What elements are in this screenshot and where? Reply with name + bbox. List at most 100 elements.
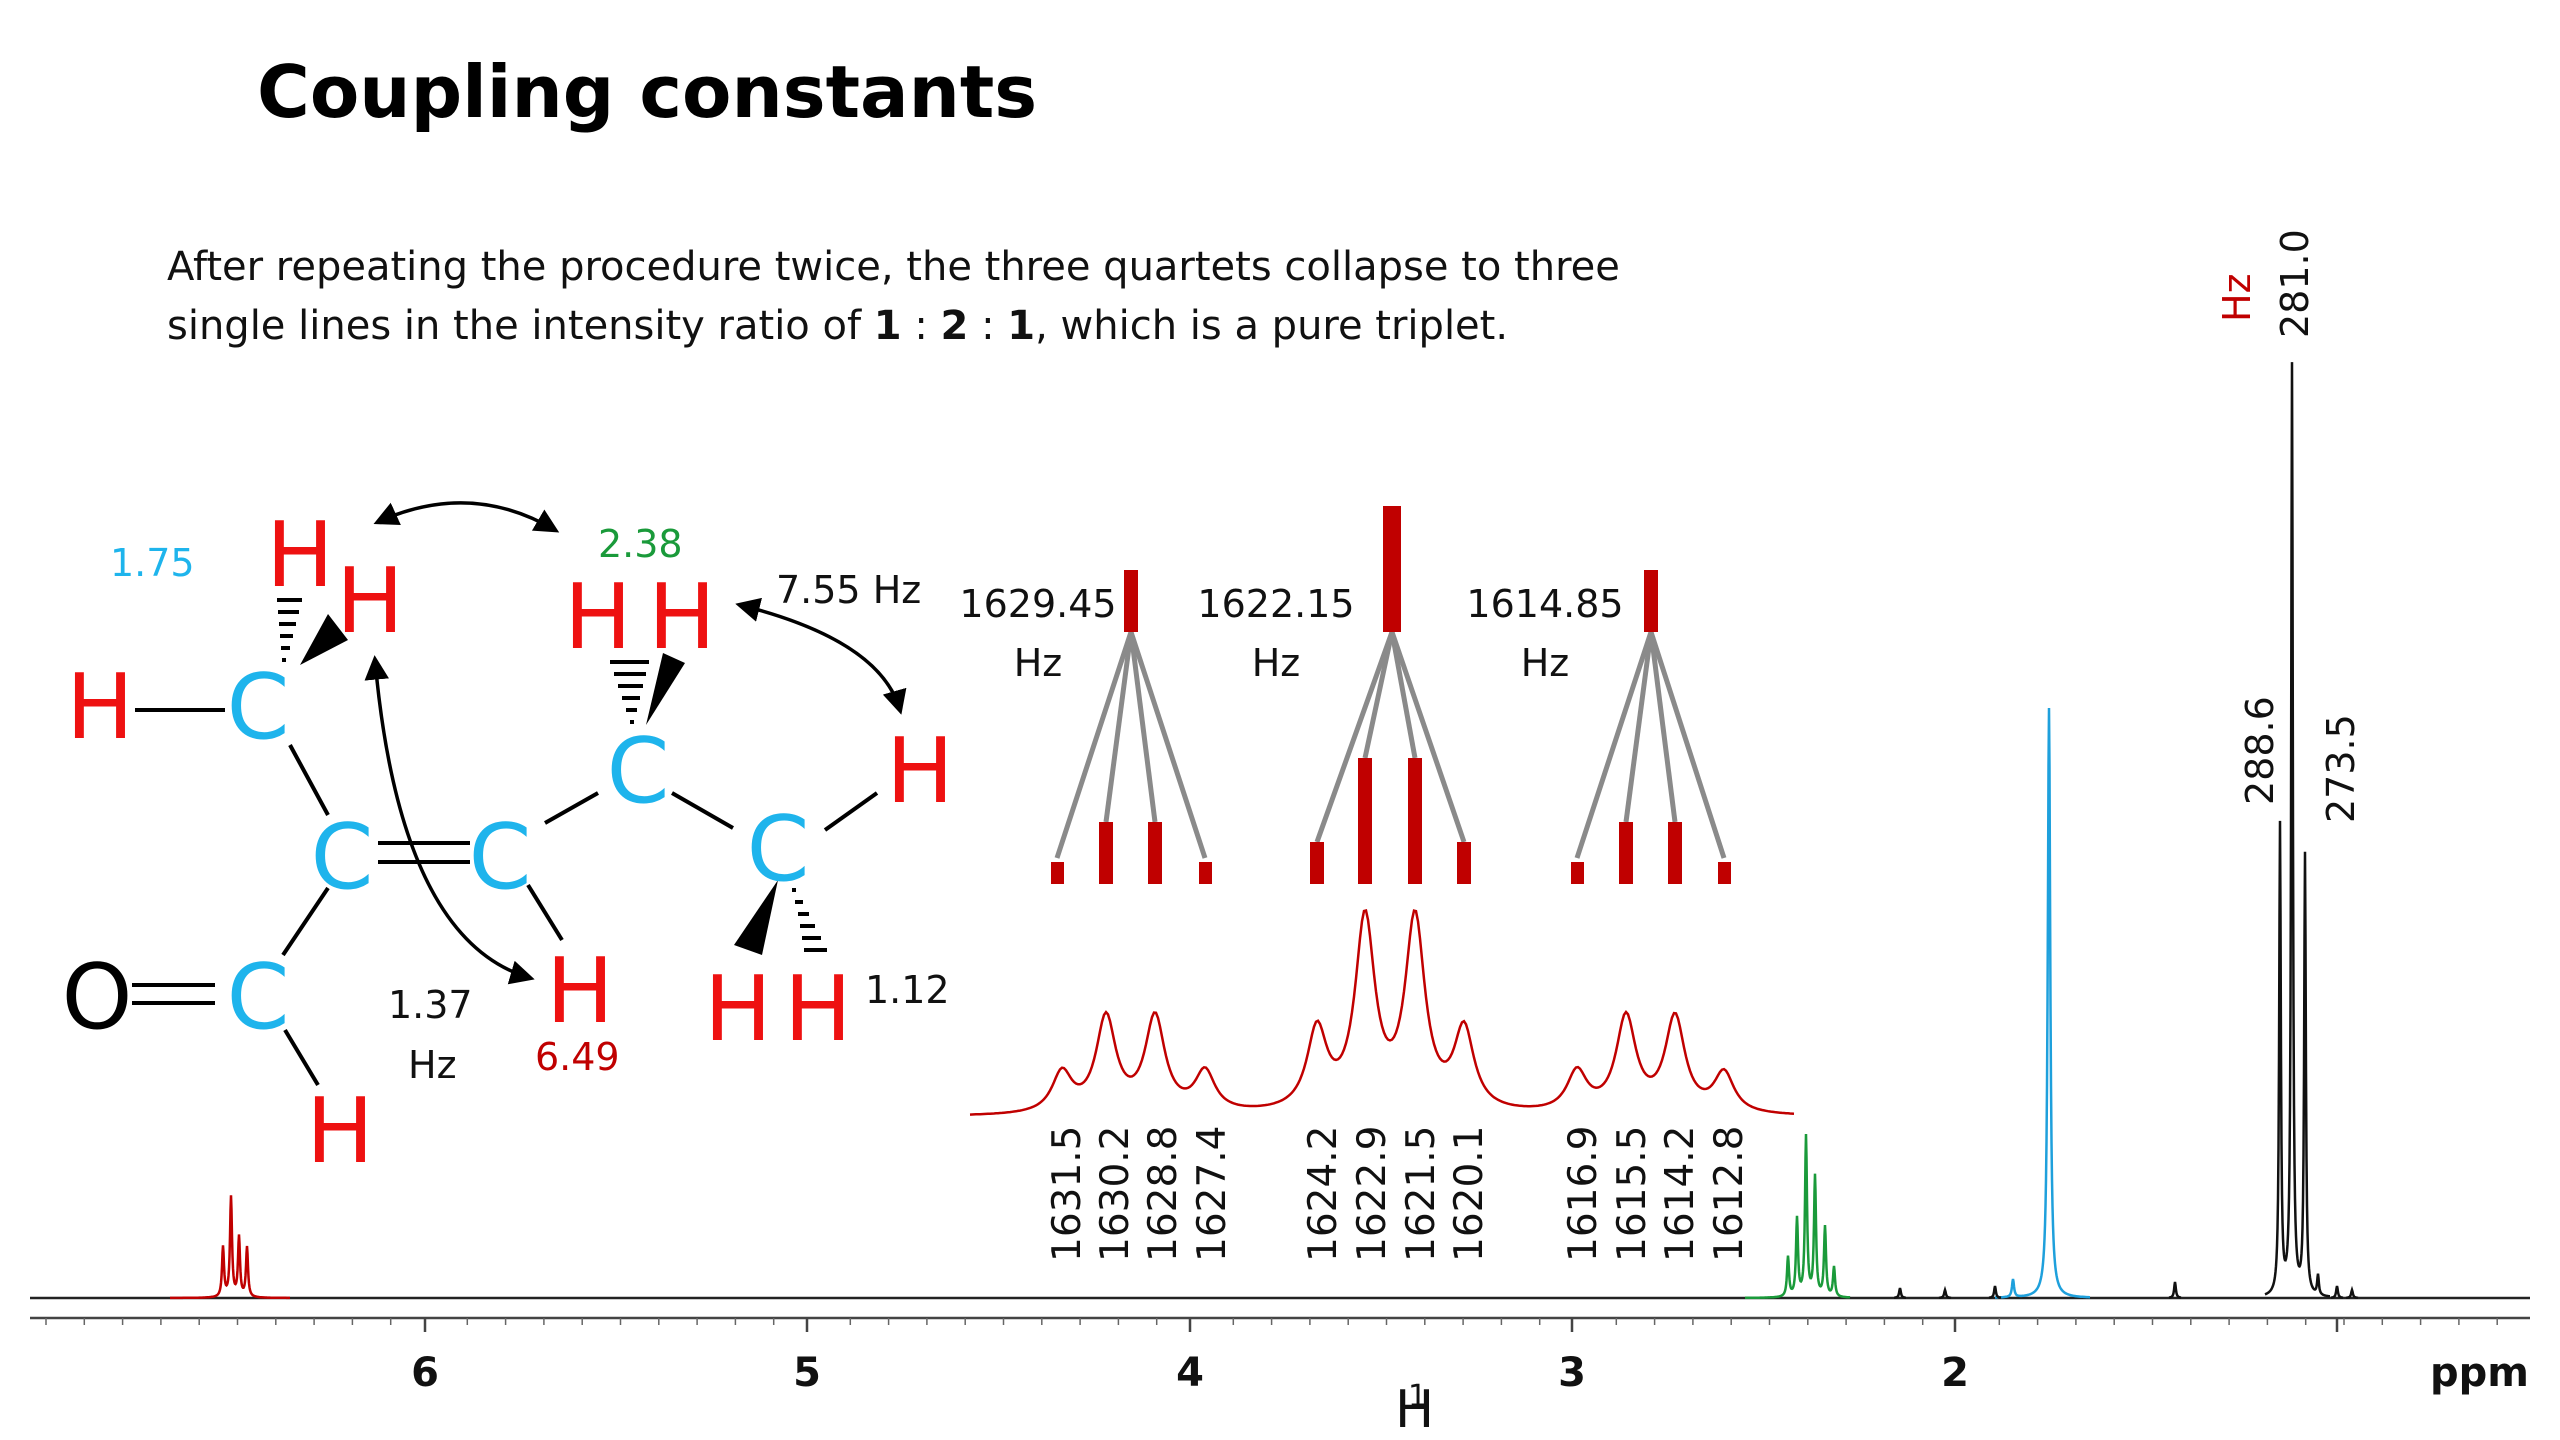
- expanded-multiplet: [969, 908, 1795, 1116]
- line-frequency-label: 1622.9: [1350, 1126, 1395, 1262]
- quartet-line: [1051, 862, 1064, 884]
- atom-carbon: C: [469, 805, 532, 910]
- caption-text: After repeating the procedure twice, the…: [167, 238, 1707, 356]
- coupling-arrow: [373, 501, 560, 533]
- caption-line-2-end: , which is a pure triplet.: [1035, 303, 1509, 349]
- peak-label: 288.6: [2238, 696, 2282, 805]
- atom-carbon: C: [607, 719, 670, 824]
- line-frequency-labels: 1631.5 1630.2 1628.8 1627.4 1624.2 1622.9 1621…: [1045, 1126, 1752, 1262]
- line-frequency-label: 1614.2: [1658, 1126, 1703, 1262]
- multiplet-trace: [969, 908, 1795, 1116]
- atom-carbon: C: [747, 797, 810, 902]
- coupling-label: 7.55 Hz: [776, 568, 921, 612]
- shift-label: 6.49: [535, 1035, 620, 1079]
- center-frequency-unit: Hz: [1014, 641, 1063, 685]
- center-frequency-unit: Hz: [1252, 641, 1301, 685]
- line-frequency-label: 1621.5: [1399, 1126, 1444, 1262]
- quartet-line: [1408, 758, 1422, 884]
- peak-label: 273.5: [2319, 714, 2363, 823]
- minor-peak: [2330, 1285, 2344, 1299]
- center-frequency-label: 1622.15: [1197, 582, 1354, 626]
- bond-c-h: [823, 791, 879, 832]
- shift-label: 1.12: [865, 968, 950, 1012]
- atom-hydrogen: H: [784, 957, 852, 1062]
- quartet-line: [1358, 758, 1372, 884]
- vinyl-multiplet: [170, 1195, 290, 1300]
- atom-hydrogen: H: [306, 1079, 374, 1184]
- minor-peak: [1988, 1285, 2002, 1299]
- ratio-sep-2: :: [968, 303, 1008, 349]
- wedge-bond: [300, 614, 348, 665]
- bond-c-c: [281, 886, 330, 957]
- peak-unit-label: Hz: [2215, 273, 2259, 322]
- minor-peak: [1938, 1285, 1952, 1300]
- axis-tick-label: 3: [1558, 1350, 1586, 1396]
- ratio-1: 1: [873, 303, 902, 349]
- coupling-arrows: [364, 501, 907, 985]
- atom-carbon: C: [311, 805, 374, 910]
- axis-tick-label: 6: [411, 1350, 439, 1396]
- atom-carbon: C: [227, 655, 290, 760]
- ch3-peak-labels: Hz 281.0 288.6 273.5: [2215, 229, 2363, 823]
- line-frequency-label: 1628.8: [1141, 1126, 1186, 1262]
- bond-c-h: [526, 883, 564, 942]
- methylene-quartet: [1745, 1133, 1851, 1300]
- peak-label: 281.0: [2273, 229, 2317, 338]
- center-frequency-unit: Hz: [1521, 641, 1570, 685]
- hashed-bond: [610, 660, 649, 724]
- quartet-line: [1199, 862, 1212, 884]
- line-frequency-label: 1615.5: [1610, 1126, 1655, 1262]
- coupling-arrow: [735, 597, 907, 715]
- spectrum: [30, 362, 2530, 1300]
- tree-bars: [1051, 506, 1731, 884]
- quartet-line: [1148, 822, 1162, 884]
- methyl-triplet: [2264, 362, 2330, 1298]
- wedge-bond: [734, 880, 778, 955]
- atom-hydrogen: H: [704, 957, 772, 1062]
- axis-tick-label: 5: [793, 1350, 821, 1396]
- molecule-labels: 1.75 2.38 7.55 Hz 1.37 Hz 6.49 1.12: [110, 522, 950, 1087]
- bond-c-c: [544, 791, 599, 825]
- atom-hydrogen: H: [66, 655, 134, 760]
- line-frequency-label: 1616.9: [1561, 1126, 1606, 1262]
- coupling-arrow: [364, 655, 535, 985]
- tree-center-labels: 1629.45 Hz 1622.15 Hz 1614.85 Hz: [959, 582, 1623, 685]
- atom-hydrogen: H: [266, 503, 334, 608]
- ratio-3: 1: [1007, 303, 1036, 349]
- ratio-2: 2: [940, 303, 969, 349]
- quartet-line: [1619, 822, 1633, 884]
- center-frequency-label: 1629.45: [959, 582, 1116, 626]
- line-frequency-label: 1620.1: [1447, 1126, 1492, 1262]
- atom-hydrogen: H: [648, 565, 716, 670]
- axis-tick-label: 4: [1176, 1350, 1204, 1396]
- ppm-axis: 6 5 4 3 2 1 H ppm: [30, 1316, 2530, 1440]
- quartet-line: [1310, 842, 1324, 884]
- tree-lines: [1054, 631, 1727, 859]
- quartet-line: [1668, 822, 1682, 884]
- line-frequency-label: 1630.2: [1093, 1126, 1138, 1262]
- atom-hydrogen: H: [336, 549, 404, 654]
- line-frequency-label: 1627.4: [1190, 1126, 1235, 1262]
- page-title: Coupling constants: [257, 50, 1038, 134]
- wedge-bond: [646, 653, 685, 725]
- coupling-label: 1.37: [388, 983, 473, 1027]
- minor-peak: [1894, 1287, 1906, 1299]
- caption-line-2-start: single lines in the intensity ratio of: [167, 303, 874, 349]
- hashed-bond: [792, 888, 827, 952]
- axis-nucleus-label: H: [1395, 1380, 1434, 1440]
- axis-nucleus-mass: 1: [1408, 1379, 1427, 1414]
- atom-hydrogen: H: [564, 565, 632, 670]
- line-frequency-label: 1624.2: [1301, 1126, 1346, 1262]
- atom-carbon: C: [227, 945, 290, 1050]
- shift-label: 1.75: [110, 541, 195, 585]
- methyl-singlet: [1995, 707, 2090, 1299]
- center-frequency-label: 1614.85: [1466, 582, 1623, 626]
- ratio-sep-1: :: [901, 303, 941, 349]
- caption-line-1: After repeating the procedure twice, the…: [167, 244, 1620, 290]
- triplet-line: [1644, 570, 1658, 632]
- atom-oxygen: O: [62, 945, 133, 1050]
- shift-label: 2.38: [598, 522, 683, 566]
- coupling-label: Hz: [408, 1043, 457, 1087]
- triplet-line: [1383, 506, 1401, 632]
